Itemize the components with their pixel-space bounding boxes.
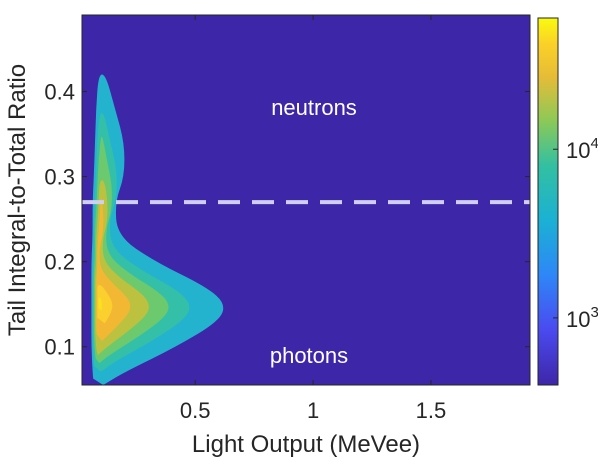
y-tick-label: 0.1 <box>44 335 75 360</box>
annotation-neutrons: neutrons <box>271 95 357 120</box>
colorbar <box>537 17 559 386</box>
y-tick-label: 0.3 <box>44 165 75 190</box>
contour-level-40000 <box>97 284 113 324</box>
x-tick-label: 1 <box>307 398 319 423</box>
y-tick-label: 0.4 <box>44 80 75 105</box>
colorbar-tick-label: 103 <box>566 304 598 332</box>
annotation-photons: photons <box>270 343 348 368</box>
y-tick-label: 0.2 <box>44 250 75 275</box>
y-axis: 0.1 0.2 0.3 0.4 <box>44 80 530 360</box>
contour-fill-group <box>91 74 224 385</box>
colorbar-tick-label: 104 <box>566 135 598 163</box>
x-axis: 0.5 1 1.5 <box>180 15 446 423</box>
y-axis-label: Tail Integral-to-Total Ratio <box>4 64 31 336</box>
x-axis-label: Light Output (MeVee) <box>192 431 420 458</box>
plot-frame <box>81 14 531 386</box>
x-tick-label: 1.5 <box>416 398 447 423</box>
contour-level-60000 <box>98 297 102 311</box>
colorbar-ticks: 103 104 <box>553 135 598 332</box>
x-tick-label: 0.5 <box>180 398 211 423</box>
